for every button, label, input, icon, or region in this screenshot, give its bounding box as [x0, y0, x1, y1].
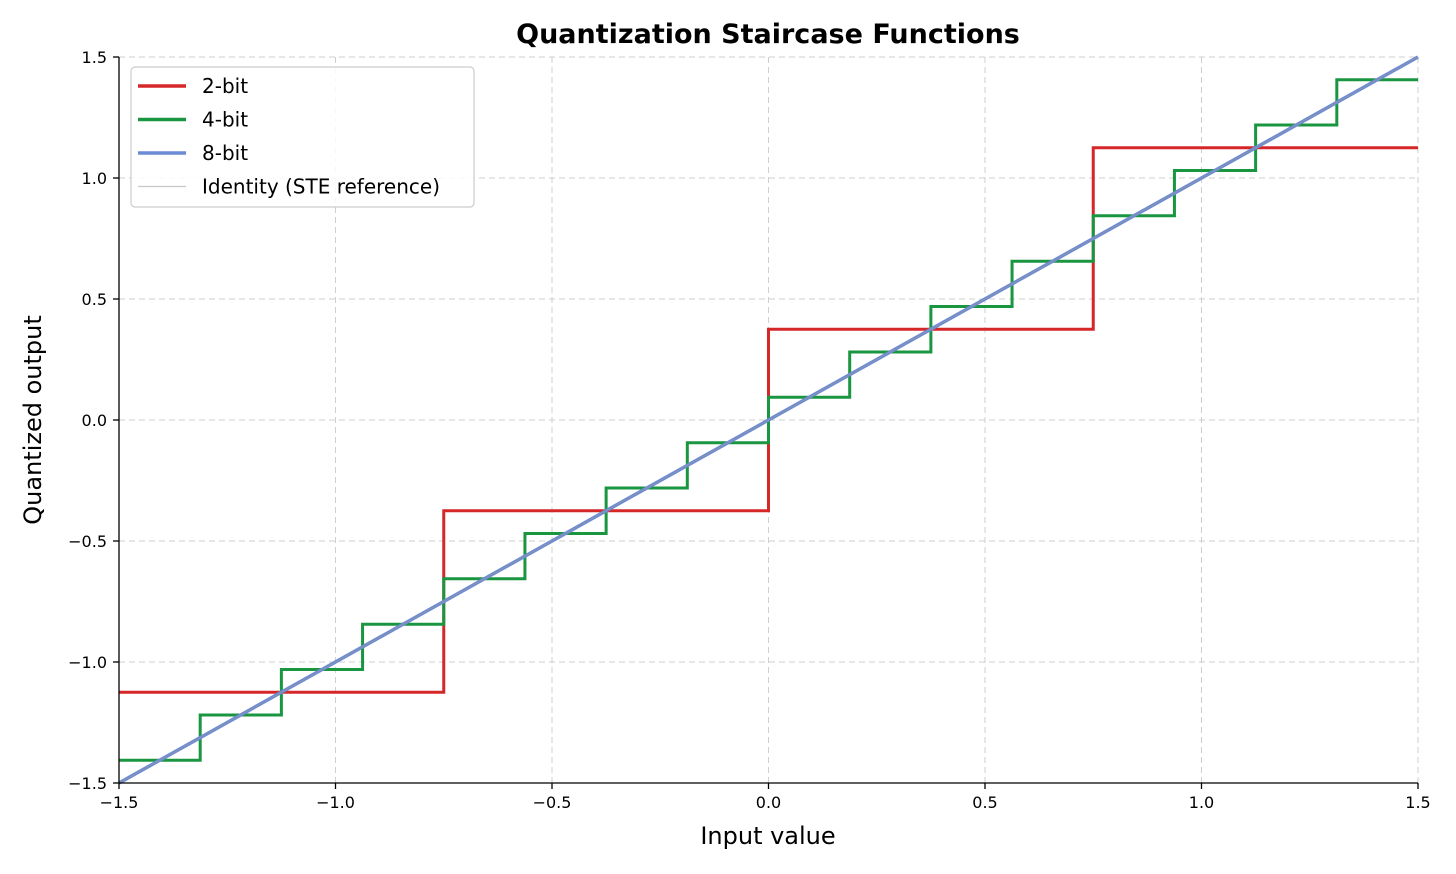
y-tick-label-5: 1.0	[82, 169, 107, 188]
y-tick-label-1: −1.0	[68, 653, 107, 672]
series-line-identity	[118, 56, 1419, 784]
x-axis-label: Input value	[700, 822, 835, 850]
x-tick-label-4: 0.5	[972, 793, 997, 812]
legend-label-3: Identity (STE reference)	[202, 175, 440, 199]
legend-box	[130, 66, 475, 208]
series-layer	[118, 55, 1419, 785]
x-tick-label-1: −1.0	[316, 793, 355, 812]
y-axis-label: Quantized output	[19, 315, 47, 524]
y-tick-label-2: −0.5	[68, 532, 107, 551]
y-tick-label-4: 0.5	[82, 290, 107, 309]
x-tick-label-2: −0.5	[533, 793, 572, 812]
y-tick-label-0: −1.5	[68, 774, 107, 793]
legend-label-2: 8-bit	[202, 141, 248, 165]
ticks: −1.5 −1.0 −0.5 0.0 0.5 1.0 1.5 −1.5 −1.0 −0.5 0.0 0…	[68, 48, 1431, 812]
x-tick-label-5: 1.0	[1189, 793, 1214, 812]
x-tick-label-6: 1.5	[1405, 793, 1430, 812]
chart-title: Quantization Staircase Functions	[516, 19, 1020, 50]
x-tick-label-0: −1.5	[100, 793, 139, 812]
legend: 2-bit 4-bit 8-bit Identity (STE reference)	[130, 66, 475, 208]
legend-label-0: 2-bit	[202, 74, 248, 98]
y-tick-label-3: 0.0	[82, 411, 107, 430]
x-tick-label-3: 0.0	[756, 793, 781, 812]
y-tick-label-6: 1.5	[82, 48, 107, 67]
legend-label-1: 4-bit	[202, 108, 248, 132]
